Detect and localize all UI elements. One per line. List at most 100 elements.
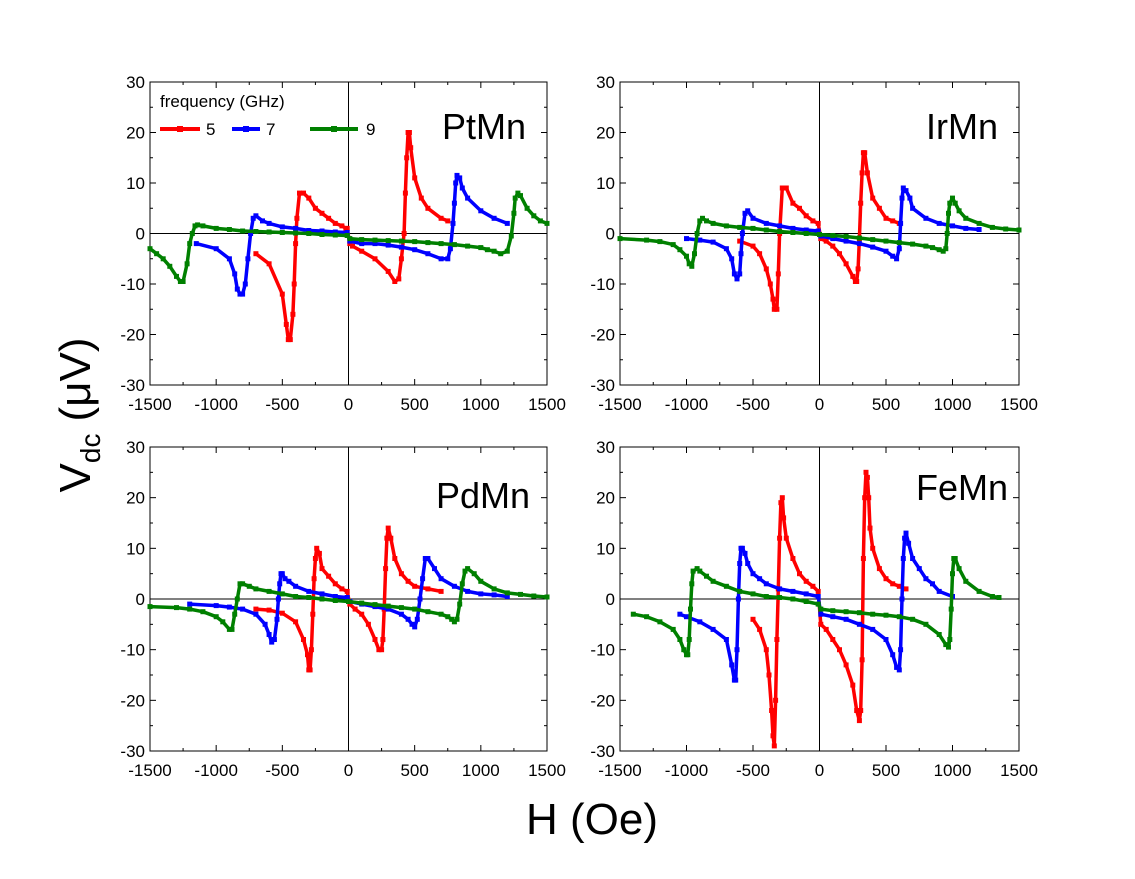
x-tick-label: -1000 (665, 761, 708, 780)
data-point (883, 612, 889, 618)
data-point (412, 247, 418, 253)
data-point (860, 556, 866, 561)
data-point (253, 586, 259, 592)
data-point (388, 535, 394, 541)
data-point (213, 614, 219, 620)
data-point (757, 576, 763, 582)
data-point (767, 281, 773, 287)
data-point (681, 647, 687, 653)
data-point (402, 190, 408, 196)
data-point (412, 239, 418, 245)
data-point (306, 195, 312, 201)
data-point (790, 200, 796, 206)
data-point (771, 743, 777, 749)
data-point (450, 220, 456, 226)
data-point (723, 637, 729, 642)
data-point (293, 619, 299, 625)
data-point (306, 595, 312, 600)
data-point (412, 175, 418, 181)
data-point (710, 220, 716, 226)
data-point (763, 581, 769, 587)
data-point (344, 225, 350, 231)
x-tick-label: 1500 (1000, 761, 1038, 780)
data-point (963, 578, 969, 584)
data-point (694, 231, 700, 236)
data-point (817, 232, 822, 237)
data-point (319, 210, 325, 216)
data-point (797, 205, 802, 211)
data-point (425, 609, 431, 615)
data-point (237, 291, 243, 297)
data-point (187, 606, 193, 612)
data-point (797, 571, 802, 577)
data-point (843, 616, 849, 622)
data-point (425, 205, 431, 211)
data-point (491, 592, 497, 598)
data-point (737, 224, 743, 230)
data-point (670, 242, 676, 248)
y-tick-label: 30 (596, 73, 615, 92)
data-point (537, 218, 543, 224)
data-point (226, 256, 232, 262)
data-point (398, 611, 404, 617)
panel-femn: -1500 -1000 -500 0 500 1000 1500 30 20 10 0 -10 -20 -… (590, 438, 1037, 780)
data-point (383, 566, 389, 572)
panel-label: IrMn (926, 106, 998, 147)
data-point (859, 170, 865, 176)
data-point (234, 596, 240, 602)
data-point (229, 626, 235, 632)
data-point (380, 637, 386, 642)
data-point (856, 610, 862, 616)
data-point (279, 224, 285, 230)
data-point (936, 632, 942, 637)
data-point (420, 576, 426, 582)
data-point (900, 556, 906, 561)
data-point (167, 263, 173, 269)
data-point (856, 621, 862, 627)
data-point (779, 185, 785, 191)
data-point (412, 583, 418, 589)
data-point (438, 588, 444, 594)
data-point (392, 279, 398, 284)
data-point (432, 566, 437, 572)
data-point (531, 593, 537, 599)
data-point (287, 337, 293, 343)
data-point (282, 576, 288, 582)
data-point (445, 256, 451, 262)
data-point (757, 626, 763, 632)
data-point (425, 586, 431, 592)
data-point (923, 243, 929, 249)
data-point (810, 218, 816, 224)
data-point (385, 268, 391, 274)
legend-marker-5 (177, 126, 183, 132)
y-tick-label: -10 (120, 275, 145, 294)
data-point (803, 213, 809, 219)
data-point (704, 573, 709, 579)
data-point (870, 237, 876, 243)
data-point (710, 239, 716, 245)
data-point (232, 271, 238, 277)
y-tick-label: 0 (136, 225, 145, 244)
data-point (837, 251, 842, 257)
y-tick-label: 20 (596, 489, 615, 508)
data-point (425, 251, 431, 257)
x-tick-label: -1500 (598, 761, 641, 780)
data-point (365, 621, 371, 627)
y-tick-label: -20 (120, 691, 145, 710)
data-point (685, 652, 691, 658)
data-point (763, 220, 769, 226)
data-point (174, 605, 179, 611)
data-point (451, 619, 457, 625)
data-point (883, 215, 889, 221)
data-point (902, 535, 908, 541)
data-point (332, 581, 338, 587)
data-point (347, 601, 353, 607)
panels-layer: -1500 -1000 -500 0 500 1000 15003020100-10-20-… (120, 73, 1037, 780)
data-point (307, 667, 313, 673)
data-point (398, 605, 404, 611)
data-point (850, 273, 856, 279)
data-point (710, 578, 716, 584)
data-point (147, 246, 153, 252)
data-point (396, 276, 402, 282)
data-point (226, 626, 232, 632)
